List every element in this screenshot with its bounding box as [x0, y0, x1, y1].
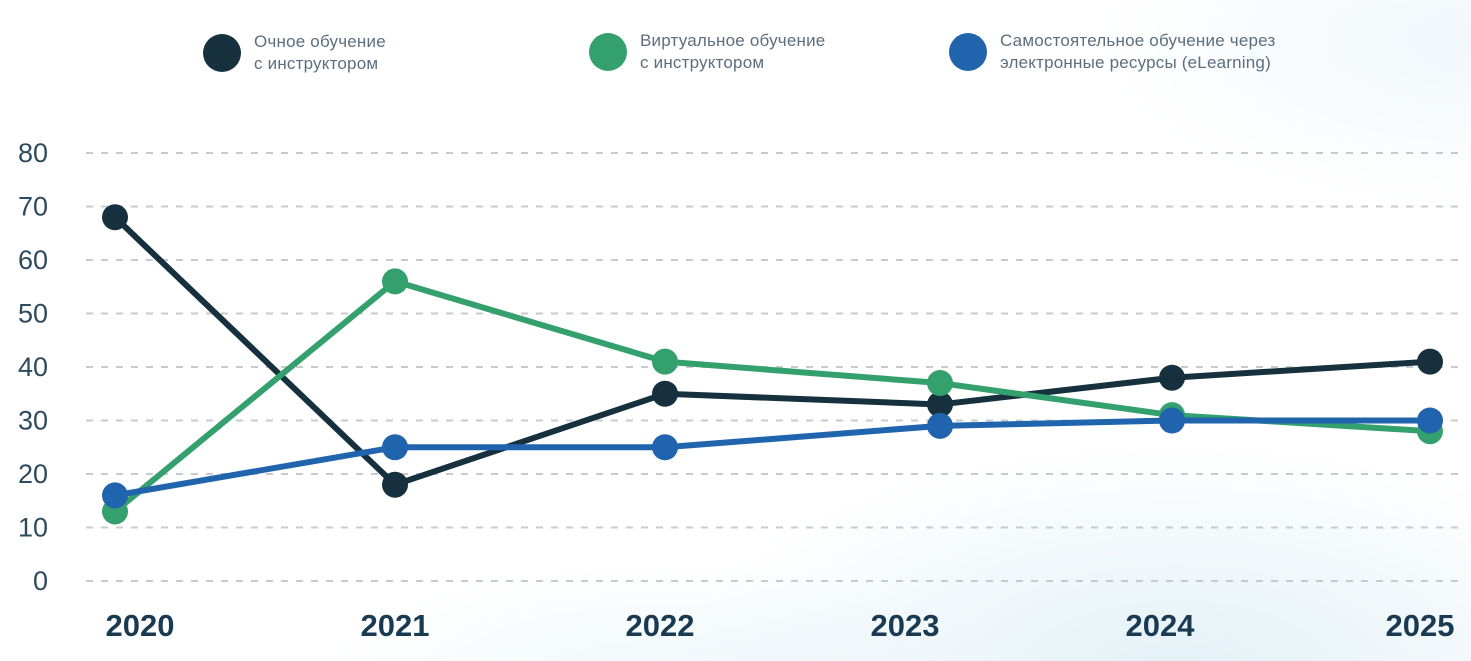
data-point	[102, 482, 128, 509]
legend-label-line1: Самостоятельное обучение через	[1000, 31, 1276, 50]
x-tick-label: 2020	[106, 608, 175, 643]
y-tick-label: 40	[18, 352, 48, 382]
y-tick-label: 80	[18, 138, 48, 168]
legend-swatch-virtual-icon	[589, 33, 627, 71]
data-point	[382, 471, 408, 498]
data-point	[1417, 348, 1443, 375]
data-point	[1159, 364, 1185, 391]
x-tick-label: 2021	[361, 608, 430, 643]
x-tick-label: 2023	[871, 608, 940, 643]
legend-swatch-in-person-icon	[203, 34, 241, 72]
data-point	[1417, 407, 1443, 434]
y-tick-label: 60	[18, 245, 48, 275]
data-point	[382, 268, 408, 295]
x-tick-label: 2024	[1126, 608, 1196, 643]
data-point	[102, 204, 128, 231]
legend-item-elearning: Самостоятельное обучение через электронн…	[949, 30, 1275, 74]
legend-label-line2: электронные ресурсы (eLearning)	[1000, 53, 1271, 72]
legend-label-line1: Виртуальное обучение	[640, 31, 826, 50]
data-point	[652, 434, 678, 461]
legend-item-in-person: Очное обучение с инструктором	[203, 31, 386, 75]
x-tick-label: 2025	[1386, 608, 1455, 643]
data-point	[652, 380, 678, 407]
data-point	[652, 348, 678, 375]
legend-label-line1: Очное обучение	[254, 32, 386, 51]
y-tick-label: 20	[18, 459, 48, 489]
y-tick-label: 50	[18, 299, 48, 329]
legend-label-line2: с инструктором	[640, 53, 765, 72]
legend-label-virtual: Виртуальное обучение с инструктором	[640, 30, 825, 74]
data-point	[1159, 407, 1185, 434]
legend-label-in-person: Очное обучение с инструктором	[254, 31, 386, 75]
legend-swatch-elearning-icon	[949, 33, 987, 71]
data-point	[382, 434, 408, 461]
x-tick-label: 2022	[626, 608, 695, 643]
data-point	[927, 391, 953, 418]
legend-label-elearning: Самостоятельное обучение через электронн…	[1000, 30, 1275, 74]
data-point	[927, 370, 953, 397]
y-tick-label: 10	[18, 513, 48, 543]
y-tick-label: 70	[18, 192, 48, 222]
y-tick-label: 0	[33, 566, 48, 596]
series-line	[112, 417, 1433, 499]
legend-label-line2: с инструктором	[254, 54, 379, 73]
legend-item-virtual: Виртуальное обучение с инструктором	[589, 30, 825, 74]
legend: Очное обучение с инструктором Виртуально…	[0, 0, 1471, 110]
data-point	[927, 412, 953, 439]
y-tick-label: 30	[18, 406, 48, 436]
series-line	[112, 214, 1433, 488]
